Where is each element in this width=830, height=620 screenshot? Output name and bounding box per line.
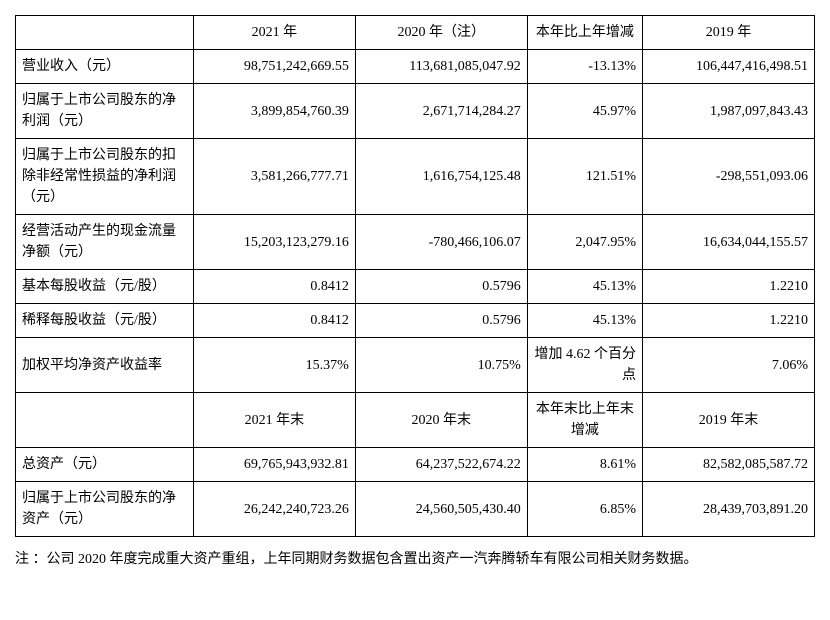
value-change: 45.13% xyxy=(527,304,642,338)
value-2020: 113,681,085,047.92 xyxy=(355,50,527,84)
table-row: 基本每股收益（元/股）0.84120.579645.13%1.2210 xyxy=(16,270,815,304)
footnote-text: 注 ：公司 2020 年度完成重大资产重组，上年同期财务数据包含置出资产一汽奔腾… xyxy=(15,547,815,572)
value-2020: -780,466,106.07 xyxy=(355,215,527,270)
row-label: 稀释每股收益（元/股） xyxy=(16,304,194,338)
table-row: 经营活动产生的现金流量净额（元）15,203,123,279.16-780,46… xyxy=(16,215,815,270)
value-2019: 82,582,085,587.72 xyxy=(643,448,815,482)
value-2021: 0.8412 xyxy=(194,270,356,304)
value-change: 8.61% xyxy=(527,448,642,482)
value-change: 121.51% xyxy=(527,139,642,215)
value-2021: 26,242,240,723.26 xyxy=(194,482,356,537)
table-header-row: 2021 年末2020 年末本年末比上年末增减2019 年末 xyxy=(16,393,815,448)
value-2021: 98,751,242,669.55 xyxy=(194,50,356,84)
value-change: 45.97% xyxy=(527,84,642,139)
value-2019: -298,551,093.06 xyxy=(643,139,815,215)
value-change: -13.13% xyxy=(527,50,642,84)
value-change: 增加 4.62 个百分点 xyxy=(527,338,642,393)
value-change: 6.85% xyxy=(527,482,642,537)
value-2020: 1,616,754,125.48 xyxy=(355,139,527,215)
value-2019: 7.06% xyxy=(643,338,815,393)
value-2019: 1,987,097,843.43 xyxy=(643,84,815,139)
table-row: 稀释每股收益（元/股）0.84120.579645.13%1.2210 xyxy=(16,304,815,338)
column-header: 2021 年末 xyxy=(194,393,356,448)
table-row: 总资产（元）69,765,943,932.8164,237,522,674.22… xyxy=(16,448,815,482)
value-2020: 0.5796 xyxy=(355,304,527,338)
column-header xyxy=(16,393,194,448)
value-2019: 1.2210 xyxy=(643,270,815,304)
column-header: 2021 年 xyxy=(194,16,356,50)
column-header: 2020 年末 xyxy=(355,393,527,448)
table-header-row: 2021 年2020 年（注）本年比上年增减2019 年 xyxy=(16,16,815,50)
value-2021: 69,765,943,932.81 xyxy=(194,448,356,482)
table-row: 加权平均净资产收益率15.37%10.75%增加 4.62 个百分点7.06% xyxy=(16,338,815,393)
row-label: 经营活动产生的现金流量净额（元） xyxy=(16,215,194,270)
financial-table: 2021 年2020 年（注）本年比上年增减2019 年营业收入（元）98,75… xyxy=(15,15,815,537)
value-2020: 10.75% xyxy=(355,338,527,393)
value-2021: 15.37% xyxy=(194,338,356,393)
value-2020: 64,237,522,674.22 xyxy=(355,448,527,482)
table-row: 归属于上市公司股东的净利润（元）3,899,854,760.392,671,71… xyxy=(16,84,815,139)
value-2019: 16,634,044,155.57 xyxy=(643,215,815,270)
row-label: 归属于上市公司股东的净利润（元） xyxy=(16,84,194,139)
row-label: 基本每股收益（元/股） xyxy=(16,270,194,304)
column-header: 本年末比上年末增减 xyxy=(527,393,642,448)
value-2020: 24,560,505,430.40 xyxy=(355,482,527,537)
column-header: 2019 年 xyxy=(643,16,815,50)
value-2019: 28,439,703,891.20 xyxy=(643,482,815,537)
column-header: 2020 年（注） xyxy=(355,16,527,50)
value-2020: 0.5796 xyxy=(355,270,527,304)
row-label: 归属于上市公司股东的扣除非经常性损益的净利润（元） xyxy=(16,139,194,215)
row-label: 归属于上市公司股东的净资产（元） xyxy=(16,482,194,537)
value-2021: 15,203,123,279.16 xyxy=(194,215,356,270)
row-label: 营业收入（元） xyxy=(16,50,194,84)
value-2021: 0.8412 xyxy=(194,304,356,338)
table-row: 归属于上市公司股东的净资产（元）26,242,240,723.2624,560,… xyxy=(16,482,815,537)
row-label: 加权平均净资产收益率 xyxy=(16,338,194,393)
table-row: 归属于上市公司股东的扣除非经常性损益的净利润（元）3,581,266,777.7… xyxy=(16,139,815,215)
column-header: 2019 年末 xyxy=(643,393,815,448)
value-change: 2,047.95% xyxy=(527,215,642,270)
value-change: 45.13% xyxy=(527,270,642,304)
value-2021: 3,581,266,777.71 xyxy=(194,139,356,215)
column-header xyxy=(16,16,194,50)
value-2021: 3,899,854,760.39 xyxy=(194,84,356,139)
row-label: 总资产（元） xyxy=(16,448,194,482)
value-2020: 2,671,714,284.27 xyxy=(355,84,527,139)
column-header: 本年比上年增减 xyxy=(527,16,642,50)
value-2019: 106,447,416,498.51 xyxy=(643,50,815,84)
table-row: 营业收入（元）98,751,242,669.55113,681,085,047.… xyxy=(16,50,815,84)
value-2019: 1.2210 xyxy=(643,304,815,338)
